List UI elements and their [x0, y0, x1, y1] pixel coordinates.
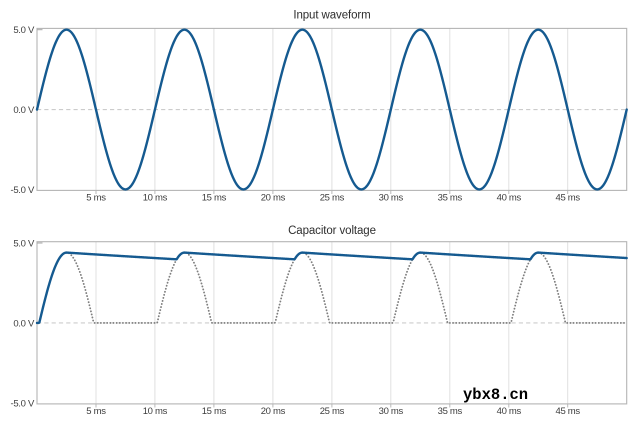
svg-text:30 ms: 30 ms [379, 406, 404, 417]
svg-text:20 ms: 20 ms [261, 192, 286, 203]
svg-text:45 ms: 45 ms [556, 192, 581, 203]
svg-text:0.0 V: 0.0 V [13, 318, 35, 329]
svg-text:5 ms: 5 ms [86, 192, 106, 203]
svg-text:35 ms: 35 ms [438, 192, 463, 203]
svg-text:25 ms: 25 ms [320, 192, 345, 203]
svg-text:10 ms: 10 ms [143, 192, 168, 203]
svg-text:-5.0 V: -5.0 V [10, 398, 35, 409]
svg-text:5.0 V: 5.0 V [13, 238, 35, 249]
svg-text:5 ms: 5 ms [86, 406, 106, 417]
svg-text:15 ms: 15 ms [202, 192, 227, 203]
svg-text:5.0 V: 5.0 V [13, 25, 35, 36]
svg-text:-5.0 V: -5.0 V [10, 185, 35, 196]
svg-text:ybx8.cn: ybx8.cn [463, 386, 528, 404]
svg-text:20 ms: 20 ms [261, 406, 286, 417]
svg-text:10 ms: 10 ms [143, 406, 168, 417]
svg-text:Capacitor voltage: Capacitor voltage [288, 225, 376, 237]
svg-text:25 ms: 25 ms [320, 406, 345, 417]
svg-text:40 ms: 40 ms [497, 406, 522, 417]
svg-text:Input waveform: Input waveform [293, 10, 370, 22]
svg-text:0.0 V: 0.0 V [13, 105, 35, 116]
svg-text:30 ms: 30 ms [379, 192, 404, 203]
svg-text:45 ms: 45 ms [556, 406, 581, 417]
svg-text:40 ms: 40 ms [497, 192, 522, 203]
svg-text:35 ms: 35 ms [438, 406, 463, 417]
svg-text:15 ms: 15 ms [202, 406, 227, 417]
